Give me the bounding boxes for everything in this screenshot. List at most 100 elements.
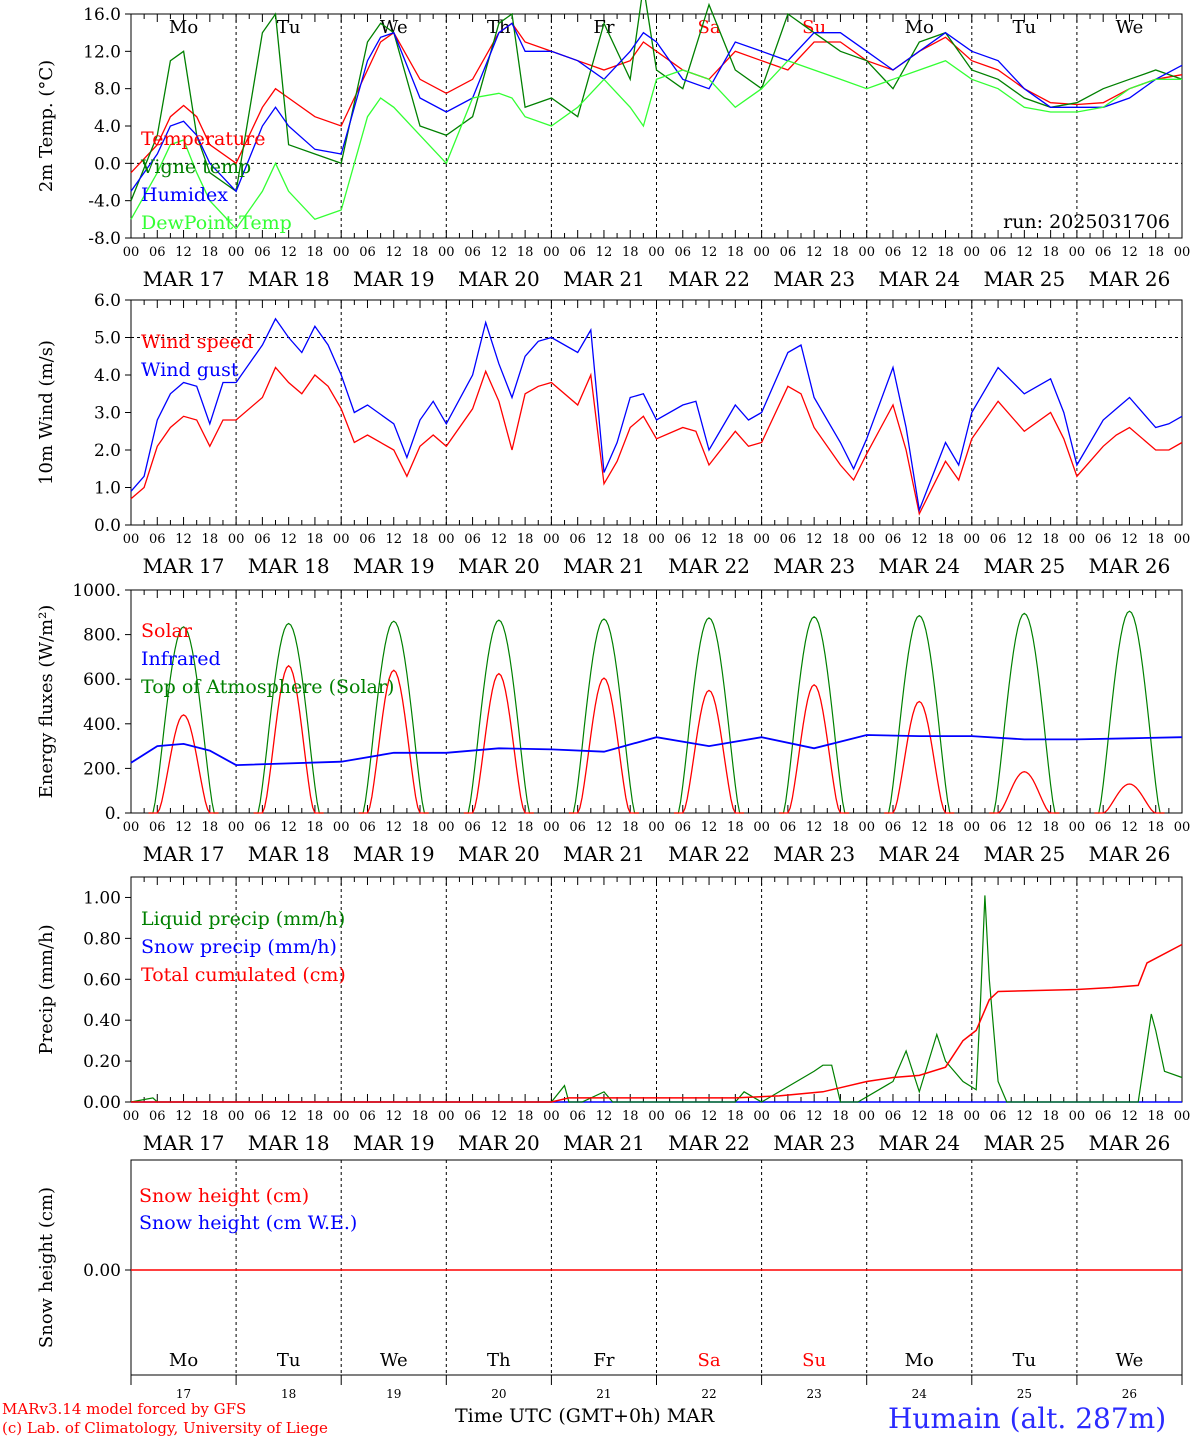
hour-tick-label: 00 [333,245,350,260]
weekday-label: Tu [277,1350,301,1371]
date-label: MAR 26 [1089,1131,1171,1155]
hour-tick-label: 00 [438,820,455,835]
series-solar [568,677,639,814]
hour-tick-label: 12 [1121,1109,1138,1124]
weekday-label: Tu [1013,17,1037,38]
hour-tick-label: 12 [385,820,402,835]
hour-tick-label: 12 [280,245,297,260]
legend-entry: Snow height (cm W.E.) [139,1212,357,1234]
hour-tick-label: 06 [254,532,271,547]
hour-tick-label: 06 [675,1109,692,1124]
hour-tick-label: 06 [569,532,586,547]
day-number-label: 21 [596,1387,611,1401]
hour-tick-label: 06 [359,532,376,547]
y-tick-label: 4.0 [94,117,121,137]
date-label: MAR 24 [878,267,960,291]
hour-tick-label: 06 [990,245,1007,260]
y-tick-label: 400. [83,715,121,735]
hour-tick-label: 18 [622,532,639,547]
hour-tick-label: 18 [202,532,219,547]
day-number-label: 19 [386,1387,401,1401]
hour-tick-label: 18 [832,1109,849,1124]
date-label: MAR 25 [983,1131,1065,1155]
hour-tick-label: 12 [596,532,613,547]
y-tick-label: 8.0 [94,80,121,100]
series-toa-solar [463,619,534,814]
y-tick-label: 5.0 [94,329,121,349]
weekday-label: Mo [905,1350,934,1371]
hour-tick-label: 00 [1069,820,1086,835]
y-axis-label: 10m Wind (m/s) [36,340,57,485]
date-label: MAR 17 [143,842,225,866]
hour-tick-label: 12 [491,1109,508,1124]
y-tick-label: 0.80 [83,929,121,949]
hour-tick-label: 18 [937,820,954,835]
y-tick-label: -8.0 [88,229,121,249]
series-infrared [130,734,1183,767]
hour-tick-label: 12 [911,820,928,835]
series-solar [989,771,1060,814]
hour-tick-label: 12 [491,820,508,835]
y-axis-label: Energy fluxes (W/m²) [36,605,57,799]
hour-tick-label: 06 [569,245,586,260]
y-tick-label: 0.40 [83,1011,121,1031]
date-label: MAR 18 [248,1131,330,1155]
series-toa-solar [779,616,850,814]
series-toa-solar [1094,610,1165,814]
date-label: MAR 26 [1089,554,1171,578]
hour-tick-label: 18 [1147,532,1164,547]
series-solar [884,700,955,814]
date-label: MAR 18 [248,842,330,866]
date-label: MAR 20 [458,1131,540,1155]
hour-tick-label: 06 [254,1109,271,1124]
weekday-label: We [380,17,408,38]
hour-tick-label: 18 [412,532,429,547]
hour-tick-label: 00 [753,1109,770,1124]
hour-tick-label: 12 [596,1109,613,1124]
hour-tick-label: 00 [333,820,350,835]
legend-entry: Wind gust [141,359,239,381]
y-tick-label: 800. [83,626,121,646]
hour-tick-label: 06 [675,245,692,260]
hour-tick-label: 18 [937,532,954,547]
y-tick-label: 1.0 [94,479,121,499]
hour-tick-label: 12 [911,532,928,547]
hour-tick-label: 00 [123,245,140,260]
weekday-label: Fr [593,1350,614,1371]
hour-tick-label: 18 [1042,820,1059,835]
legend-entry: DewPoint Temp [141,212,292,234]
y-tick-label: 6.0 [94,291,121,311]
hour-tick-label: 12 [701,245,718,260]
hour-tick-label: 06 [254,245,271,260]
station-name: Humain (alt. 287m) [888,1402,1167,1435]
hour-tick-label: 18 [412,1109,429,1124]
date-label: MAR 17 [143,1131,225,1155]
hour-tick-label: 12 [701,1109,718,1124]
series-total-cumulated [131,943,1183,1103]
weekday-label: Tu [277,17,301,38]
date-label: MAR 23 [773,267,855,291]
weekday-label: We [1116,1350,1144,1371]
hour-tick-label: 06 [780,245,797,260]
hour-tick-label: 18 [727,245,744,260]
hour-tick-label: 06 [675,820,692,835]
date-label: MAR 22 [668,1131,750,1155]
hour-tick-label: 00 [438,245,455,260]
date-label: MAR 26 [1089,267,1171,291]
hour-tick-label: 00 [543,245,560,260]
y-tick-label: 3.0 [94,404,121,424]
hour-tick-label: 00 [964,820,981,835]
hour-tick-label: 12 [280,532,297,547]
y-axis-label: Snow height (cm) [36,1187,57,1348]
date-label: MAR 18 [248,267,330,291]
hour-tick-label: 12 [175,820,192,835]
hour-tick-label: 18 [307,245,324,260]
hour-tick-label: 00 [228,820,245,835]
hour-tick-label: 18 [727,1109,744,1124]
y-tick-label: 0.0 [94,516,121,536]
series-temperature [130,22,1183,174]
hour-tick-label: 00 [964,245,981,260]
run-label: run: 2025031706 [1003,211,1170,233]
hour-tick-label: 18 [1042,245,1059,260]
